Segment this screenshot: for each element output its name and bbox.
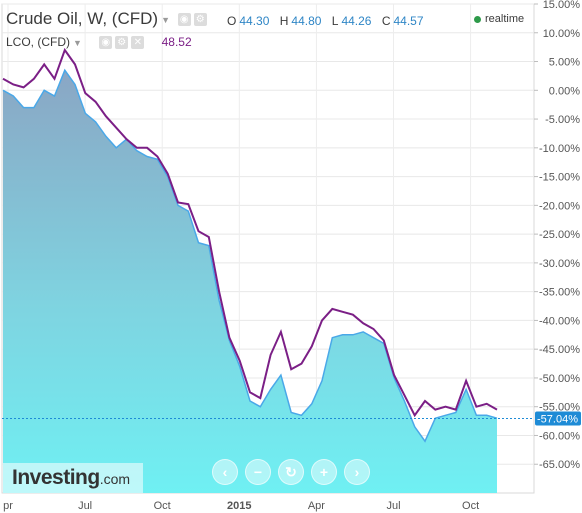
reset-button[interactable]: ↻	[278, 459, 304, 485]
chart-title[interactable]: Crude Oil, W, (CFD) ▼ ◉ ⚙	[6, 9, 207, 29]
realtime-indicator: realtime	[474, 13, 524, 25]
ohlc-high-label: H	[279, 14, 289, 28]
y-tick-label: 5.00%	[549, 57, 580, 69]
investing-logo[interactable]: Investing.com	[3, 463, 143, 493]
x-tick-label: pr	[3, 500, 13, 512]
title-dropdown-icon[interactable]: ▼	[161, 14, 170, 25]
comparison-legend[interactable]: LCO, (CFD) ▼ ◉ ⚙ ✕ 48.52	[6, 35, 192, 50]
zoom-out-button[interactable]: −	[245, 459, 271, 485]
comparison-visibility-icon[interactable]: ◉	[99, 36, 113, 50]
y-axis: 15.00% 10.00% 5.00% 0.00% -5.00% -10.00% -15.0…	[534, 0, 580, 471]
y-tick-label: -60.00%	[539, 430, 580, 442]
x-tick-label: Oct	[462, 500, 479, 512]
comparison-settings-icon[interactable]: ⚙	[115, 36, 129, 50]
x-tick-label: Apr	[308, 500, 325, 512]
y-tick-label: -15.00%	[539, 172, 580, 184]
plus-icon: +	[319, 464, 329, 480]
comparison-name: LCO, (CFD)	[6, 35, 70, 49]
y-tick-label: -35.00%	[539, 287, 580, 299]
x-tick-label: Oct	[154, 500, 171, 512]
y-tick-label: -40.00%	[539, 315, 580, 327]
y-tick-label: -50.00%	[539, 373, 580, 385]
last-value-label: -57.04%	[537, 413, 578, 425]
y-tick-label: -65.00%	[539, 459, 580, 471]
minus-icon: −	[253, 464, 263, 480]
y-tick-label: 10.00%	[543, 28, 581, 40]
ohlc-open-value: 44.30	[239, 14, 270, 28]
y-tick-label: -20.00%	[539, 200, 580, 212]
realtime-label: realtime	[485, 13, 525, 25]
scroll-right-button[interactable]: ›	[344, 459, 370, 485]
comparison-dropdown-icon[interactable]: ▼	[73, 37, 82, 48]
crude-oil-area	[3, 70, 497, 493]
crude-oil-line	[2, 68, 498, 443]
y-tick-label: -45.00%	[539, 344, 580, 356]
comparison-close-icon[interactable]: ✕	[131, 36, 145, 50]
zoom-in-button[interactable]: +	[311, 459, 337, 485]
last-value-badge-group: -57.04%	[535, 411, 581, 426]
scroll-left-button[interactable]: ‹	[212, 459, 238, 485]
logo-brand: Investing	[12, 466, 100, 489]
ohlc-high-value: 44.80	[291, 14, 322, 28]
last-value-badge	[535, 411, 581, 426]
settings-icon[interactable]: ⚙	[193, 13, 207, 27]
ohlc-close-label: C	[381, 14, 391, 28]
logo-domain: .com	[99, 471, 131, 487]
y-tick-label: -30.00%	[539, 258, 580, 270]
y-tick-label: -5.00%	[545, 114, 580, 126]
y-tick-label: -55.00%	[539, 402, 580, 414]
chevron-left-icon: ‹	[222, 464, 228, 480]
lco-line	[2, 47, 498, 418]
y-tick-label: 0.00%	[549, 85, 580, 97]
refresh-icon: ↻	[285, 464, 297, 480]
ohlc-close-value: 44.57	[393, 14, 424, 28]
chevron-right-icon: ›	[354, 464, 360, 480]
ohlc-open-label: O	[227, 14, 237, 28]
ohlc-readout: O 44.30 H 44.80 L 44.26 C 44.57	[227, 14, 431, 28]
x-axis: pr Jul Oct 2015 Apr Jul Oct	[3, 500, 479, 512]
logo-text: Investing.com	[12, 466, 130, 490]
visibility-icon[interactable]: ◉	[177, 13, 191, 27]
y-tick-label: 15.00%	[543, 0, 581, 11]
comparison-value: 48.52	[161, 35, 192, 49]
instrument-name: Crude Oil, W, (CFD)	[6, 9, 159, 28]
ohlc-low-value: 44.26	[341, 14, 372, 28]
x-tick-label: Jul	[78, 500, 92, 512]
x-tick-label: Jul	[386, 500, 400, 512]
y-tick-label: -10.00%	[539, 143, 580, 155]
y-tick-label: -25.00%	[539, 229, 580, 241]
ohlc-low-label: L	[331, 14, 339, 28]
realtime-dot-icon	[474, 15, 481, 23]
x-tick-label: 2015	[227, 500, 251, 512]
